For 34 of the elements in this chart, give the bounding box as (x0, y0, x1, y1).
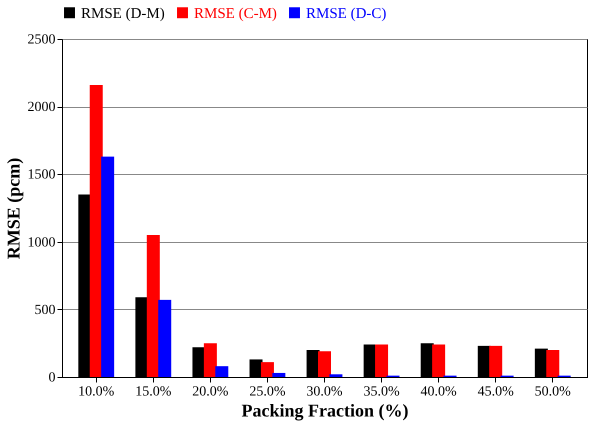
x-tick-label: 45.0% (478, 384, 514, 400)
bar (90, 84, 103, 377)
x-tick-label: 20.0% (192, 384, 229, 400)
bar (432, 344, 446, 377)
y-tick-label: 2500 (28, 32, 56, 48)
y-tick-label: 2000 (28, 100, 56, 116)
bar (272, 372, 286, 377)
bar (204, 343, 217, 377)
y-tick-label: 500 (34, 302, 56, 318)
x-tick-label: 15.0% (135, 384, 172, 400)
x-tick-label: 30.0% (306, 384, 343, 400)
bar (489, 346, 502, 377)
y-tick-label: 0 (48, 370, 56, 386)
x-tick-label: 10.0% (78, 384, 115, 400)
bar (375, 344, 388, 377)
bar (146, 235, 160, 377)
bar (546, 350, 560, 377)
bar (215, 366, 228, 377)
x-tick-label: 25.0% (249, 384, 286, 400)
legend-label: RMSE (D-M) (81, 6, 165, 22)
x-tick-label: 35.0% (363, 384, 400, 400)
bar (260, 362, 274, 377)
bar (318, 351, 331, 377)
x-tick-label: 40.0% (420, 384, 458, 400)
bar (158, 300, 172, 377)
bar (101, 156, 114, 377)
x-tick-label: 50.0% (534, 384, 572, 400)
x-axis-title: Packing Fraction (%) (242, 400, 408, 420)
y-tick-label: 1000 (28, 235, 56, 250)
bar (329, 374, 342, 377)
legend-label: RMSE (D-C) (306, 6, 386, 22)
legend-label: RMSE (C-M) (194, 6, 277, 22)
y-axis-title: RMSE (pcm) (4, 158, 24, 260)
y-tick-label: 1500 (28, 168, 56, 183)
